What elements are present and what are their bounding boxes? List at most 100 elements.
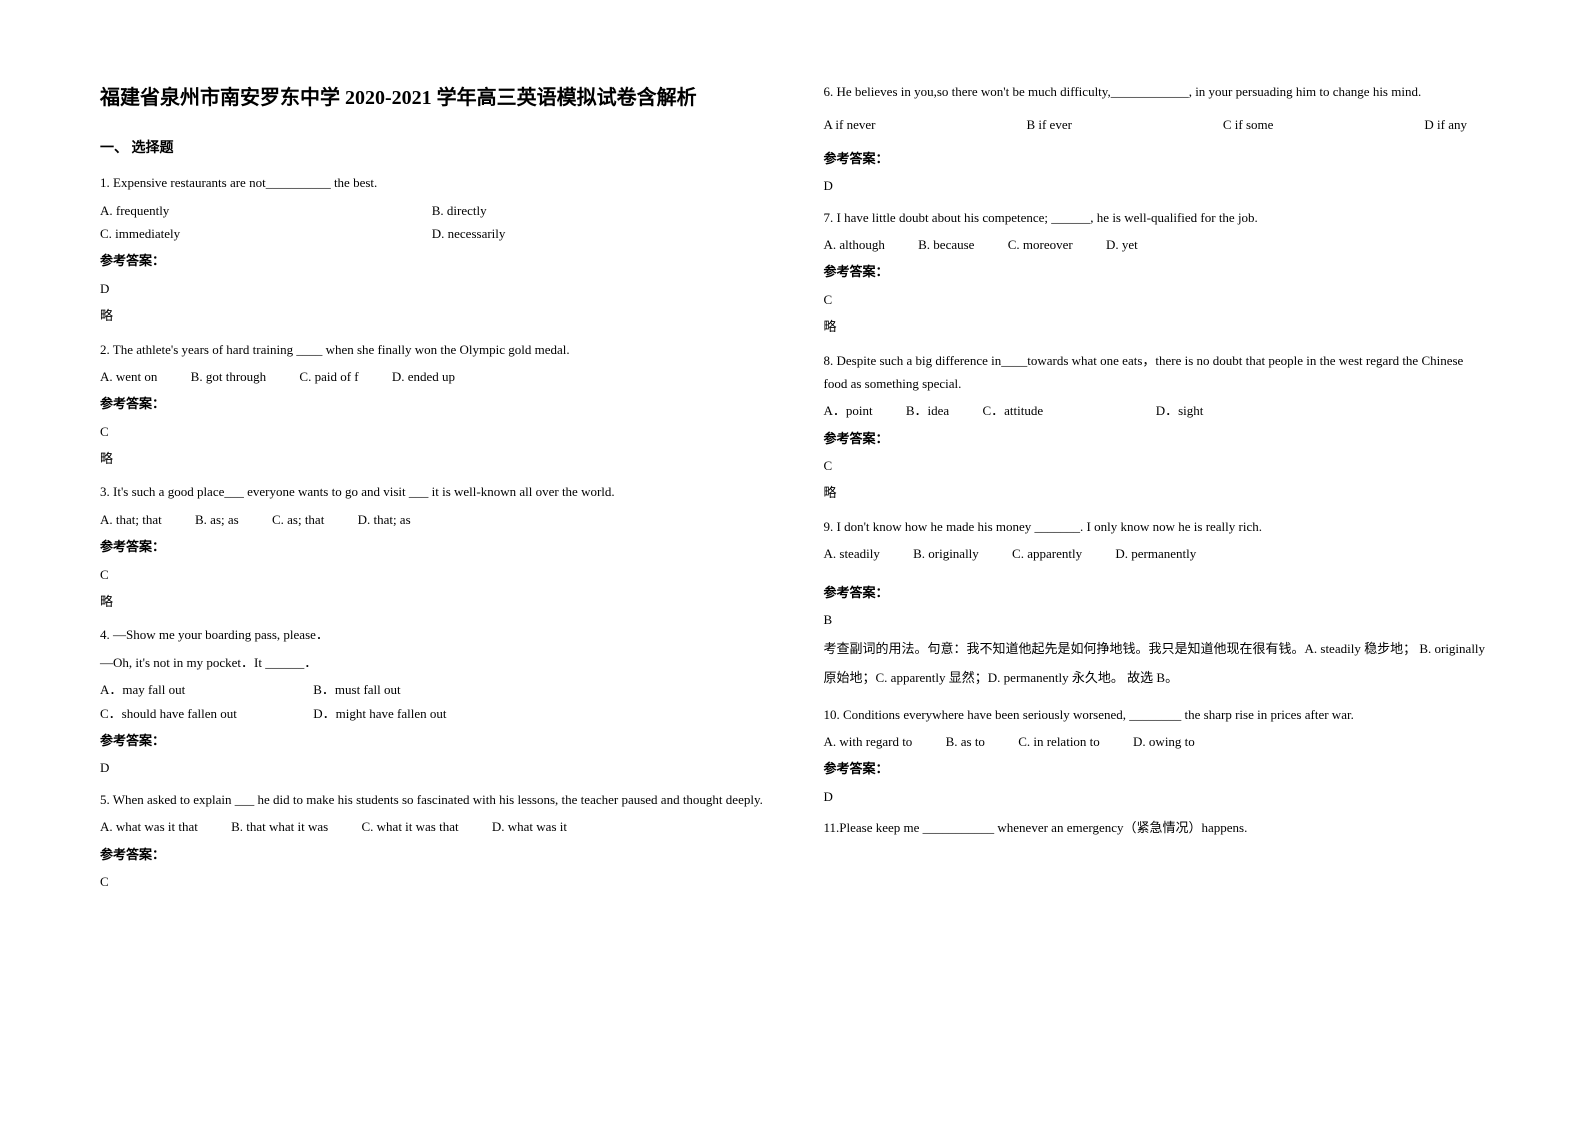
question-3: 3. It's such a good place___ everyone wa… <box>100 480 764 613</box>
option-b: B. that what it was <box>231 815 328 838</box>
option-c: C. as; that <box>272 508 324 531</box>
question-text: 8. Despite such a big difference in____t… <box>824 349 1488 396</box>
options: A. frequently C. immediately B. directly… <box>100 199 764 246</box>
question-text: 10. Conditions everywhere have been seri… <box>824 703 1488 726</box>
answer-value: D <box>100 277 764 300</box>
question-2: 2. The athlete's years of hard training … <box>100 338 764 471</box>
option-d: D．sight <box>1156 399 1204 422</box>
explanation: 略 <box>100 447 764 470</box>
answer-value: C <box>824 288 1488 311</box>
question-7: 7. I have little doubt about his compete… <box>824 206 1488 339</box>
answer-value: C <box>100 563 764 586</box>
option-c: C. what it was that <box>361 815 458 838</box>
options: A．point B．idea C．attitude D．sight <box>824 399 1488 422</box>
option-a: A. frequently <box>100 199 392 222</box>
question-8: 8. Despite such a big difference in____t… <box>824 349 1488 505</box>
option-a: A. although <box>824 233 885 256</box>
option-c: C．should have fallen out <box>100 702 280 725</box>
question-9: 9. I don't know how he made his money __… <box>824 515 1488 693</box>
question-6: 6. He believes in you,so there won't be … <box>824 80 1488 198</box>
options: A. what was it that B. that what it was … <box>100 815 764 838</box>
options: A．may fall out B．must fall out C．should … <box>100 678 764 725</box>
section-header: 一、 选择题 <box>100 136 764 161</box>
option-b: B．idea <box>906 399 949 422</box>
left-column: 福建省泉州市南安罗东中学 2020-2021 学年高三英语模拟试卷含解析 一、 … <box>100 80 764 1042</box>
question-text: 3. It's such a good place___ everyone wa… <box>100 480 764 503</box>
question-1: 1. Expensive restaurants are not________… <box>100 171 764 327</box>
document-title: 福建省泉州市南安罗东中学 2020-2021 学年高三英语模拟试卷含解析 <box>100 80 764 116</box>
option-c: C. apparently <box>1012 542 1082 565</box>
answer-value: D <box>824 174 1488 197</box>
option-d: D. yet <box>1106 233 1138 256</box>
option-a: A if never <box>824 113 876 136</box>
option-a: A. went on <box>100 365 157 388</box>
answer-label: 参考答案： <box>100 392 764 415</box>
option-a: A. what was it that <box>100 815 198 838</box>
option-d: D. owing to <box>1133 730 1195 753</box>
option-c: C. in relation to <box>1018 730 1100 753</box>
option-d: D. ended up <box>392 365 455 388</box>
options: A. although B. because C. moreover D. ye… <box>824 233 1488 256</box>
option-b: B. got through <box>191 365 266 388</box>
question-text-2: —Oh, it's not in my pocket．It ______． <box>100 651 764 674</box>
answer-label: 参考答案： <box>824 147 1488 170</box>
question-text: 5. When asked to explain ___ he did to m… <box>100 788 764 811</box>
option-c: C if some <box>1223 113 1274 136</box>
option-a: A．may fall out <box>100 678 280 701</box>
question-text: 1. Expensive restaurants are not________… <box>100 171 764 194</box>
question-text: 9. I don't know how he made his money __… <box>824 515 1488 538</box>
answer-label: 参考答案： <box>100 249 764 272</box>
options: A. steadily B. originally C. apparently … <box>824 542 1488 565</box>
answer-value: D <box>100 756 764 779</box>
explanation: 考查副词的用法。句意：我不知道他起先是如何挣地钱。我只是知道他现在很有钱。A. … <box>824 635 1488 692</box>
option-d: D. what was it <box>492 815 567 838</box>
option-b: B if ever <box>1026 113 1071 136</box>
option-b: B. because <box>918 233 974 256</box>
option-b: B. as to <box>946 730 985 753</box>
option-b: B. directly <box>432 199 724 222</box>
answer-label: 参考答案： <box>100 535 764 558</box>
answer-label: 参考答案： <box>824 260 1488 283</box>
option-d: D if any <box>1424 113 1467 136</box>
option-b: B. originally <box>913 542 979 565</box>
options: A if never B if ever C if some D if any <box>824 113 1488 136</box>
options: A. with regard to B. as to C. in relatio… <box>824 730 1488 753</box>
explanation: 略 <box>100 304 764 327</box>
option-a: A．point <box>824 399 873 422</box>
answer-value: C <box>100 420 764 443</box>
option-c: C. paid of f <box>299 365 358 388</box>
answer-label: 参考答案： <box>824 757 1488 780</box>
question-text: 11.Please keep me ___________ whenever a… <box>824 816 1488 839</box>
question-4: 4. —Show me your boarding pass, please． … <box>100 623 764 779</box>
option-a: A. steadily <box>824 542 880 565</box>
explanation: 略 <box>824 481 1488 504</box>
option-a: A. with regard to <box>824 730 913 753</box>
question-10: 10. Conditions everywhere have been seri… <box>824 703 1488 809</box>
question-text: 7. I have little doubt about his compete… <box>824 206 1488 229</box>
options: A. that; that B. as; as C. as; that D. t… <box>100 508 764 531</box>
answer-value: D <box>824 785 1488 808</box>
option-d: D. permanently <box>1115 542 1196 565</box>
option-b: B. as; as <box>195 508 239 531</box>
option-c: C. moreover <box>1008 233 1073 256</box>
question-text-1: 4. —Show me your boarding pass, please． <box>100 623 764 646</box>
option-c: C. immediately <box>100 222 392 245</box>
answer-value: C <box>824 454 1488 477</box>
answer-value: C <box>100 870 764 893</box>
answer-label: 参考答案： <box>824 581 1488 604</box>
option-a: A. that; that <box>100 508 162 531</box>
option-d: D．might have fallen out <box>313 702 446 725</box>
option-d: D. that; as <box>358 508 411 531</box>
answer-label: 参考答案： <box>824 427 1488 450</box>
question-5: 5. When asked to explain ___ he did to m… <box>100 788 764 894</box>
question-11: 11.Please keep me ___________ whenever a… <box>824 816 1488 839</box>
option-b: B．must fall out <box>313 678 400 701</box>
right-column: 6. He believes in you,so there won't be … <box>824 80 1488 1042</box>
option-d: D. necessarily <box>432 222 724 245</box>
question-text: 6. He believes in you,so there won't be … <box>824 80 1488 103</box>
answer-value: B <box>824 608 1488 631</box>
explanation: 略 <box>824 315 1488 338</box>
options: A. went on B. got through C. paid of f D… <box>100 365 764 388</box>
answer-label: 参考答案： <box>100 843 764 866</box>
option-c: C．attitude <box>982 399 1122 422</box>
